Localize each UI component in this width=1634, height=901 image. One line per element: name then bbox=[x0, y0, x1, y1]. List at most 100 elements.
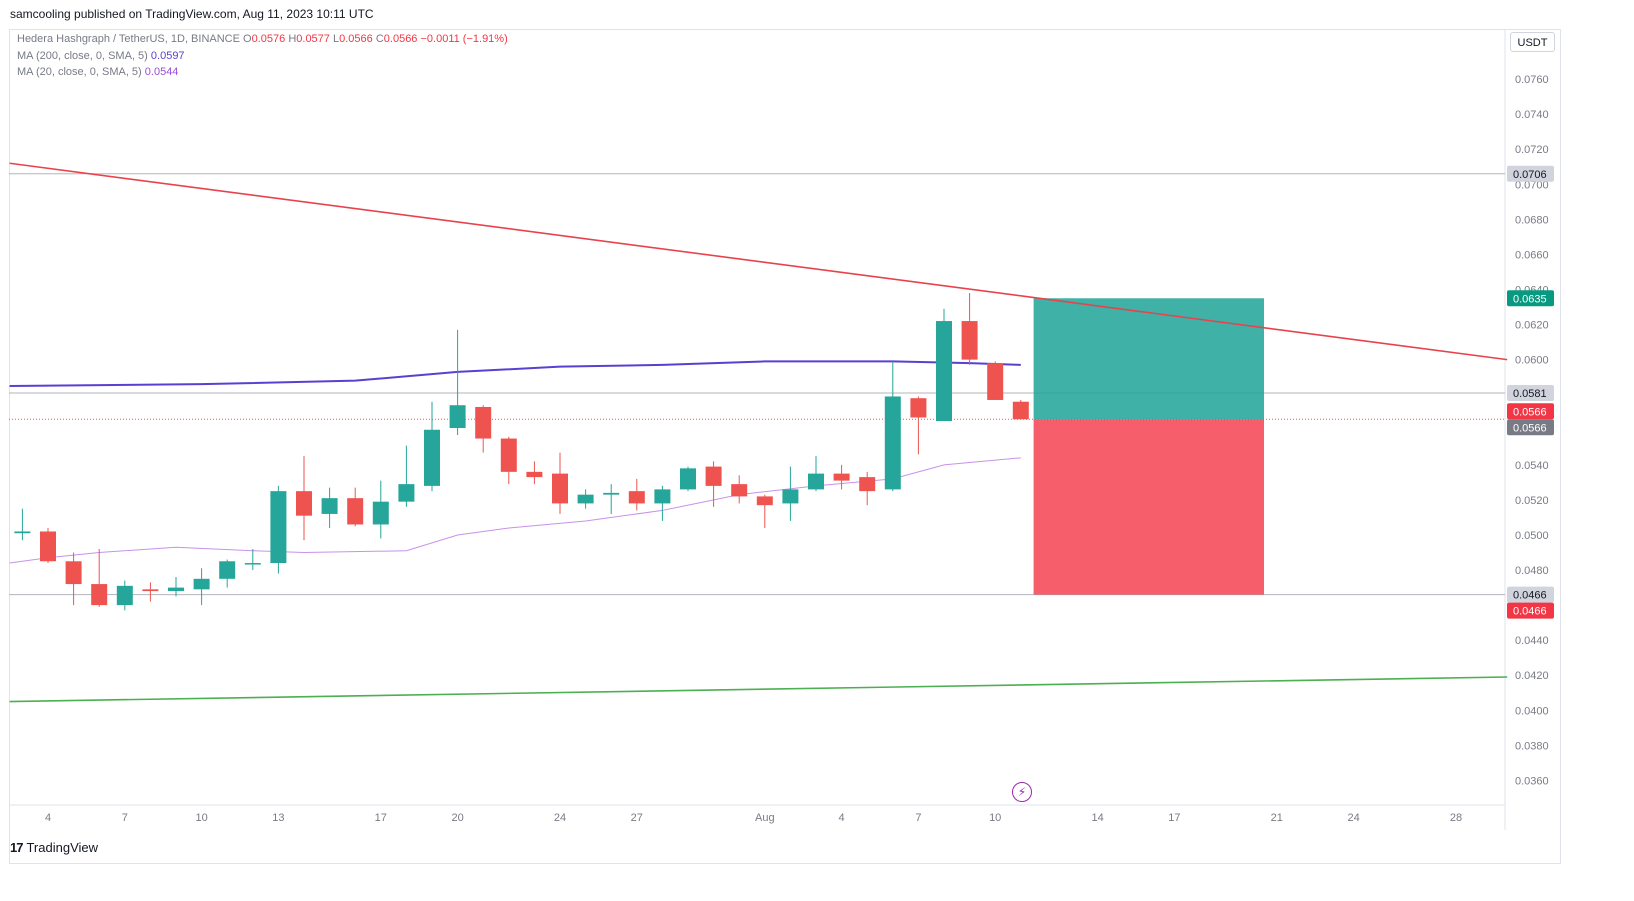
price-label: 0.0581 bbox=[1513, 388, 1547, 400]
price-label: 0.0466 bbox=[1513, 590, 1547, 602]
legend-high-value: 0.0577 bbox=[296, 33, 330, 45]
profit-zone bbox=[1033, 298, 1264, 420]
candle-body bbox=[270, 491, 287, 564]
candle-body bbox=[782, 489, 799, 504]
price-label-bg bbox=[1507, 403, 1554, 420]
y-tick-label: 0.0400 bbox=[1515, 705, 1549, 717]
candle-body bbox=[680, 468, 696, 490]
footer-brand[interactable]: 17 TradingView bbox=[10, 840, 98, 855]
price-label: 0.0635 bbox=[1513, 293, 1547, 305]
candle-body bbox=[859, 477, 876, 492]
publish-caption: samcooling published on TradingView.com,… bbox=[10, 7, 374, 21]
x-tick-label: 28 bbox=[1450, 812, 1462, 824]
x-tick-label: 4 bbox=[45, 812, 51, 824]
currency-button[interactable]: USDT bbox=[1510, 32, 1555, 52]
candle-body bbox=[808, 473, 824, 490]
legend-high-key: H bbox=[288, 33, 297, 45]
y-tick-label: 0.0660 bbox=[1515, 249, 1549, 261]
x-tick-label: 7 bbox=[915, 812, 921, 824]
legend-low-key: L bbox=[332, 33, 340, 45]
price-label: 0.0706 bbox=[1513, 169, 1547, 181]
x-tick-label: 17 bbox=[1168, 812, 1180, 824]
y-tick-label: 0.0620 bbox=[1515, 320, 1549, 332]
trendline-lower bbox=[9, 676, 1508, 703]
ma20-line bbox=[9, 457, 1021, 564]
y-tick-label: 0.0500 bbox=[1515, 530, 1549, 542]
x-tick-label: 20 bbox=[451, 812, 463, 824]
candle-body bbox=[65, 561, 82, 585]
candle-body bbox=[372, 501, 389, 525]
tradingview-logo-icon: 17 bbox=[10, 840, 24, 855]
legend-close-key: C bbox=[375, 33, 384, 45]
candle-body bbox=[244, 563, 261, 565]
x-tick-label: Aug bbox=[755, 812, 775, 824]
candle-body bbox=[142, 589, 159, 592]
candle-body bbox=[424, 429, 440, 486]
candle-body bbox=[961, 321, 978, 360]
price-label-bg bbox=[1507, 384, 1554, 401]
candle-body bbox=[500, 438, 517, 472]
x-tick-label: 14 bbox=[1091, 812, 1103, 824]
legend-ma200-value: 0.0597 bbox=[150, 50, 185, 62]
candle-body bbox=[1012, 401, 1029, 420]
candle-body bbox=[884, 396, 901, 490]
candle-body bbox=[987, 363, 1004, 400]
legend-open-value: 0.0576 bbox=[251, 33, 286, 45]
x-tick-label: 13 bbox=[272, 812, 284, 824]
y-tick-label: 0.0680 bbox=[1515, 214, 1549, 226]
x-tick-label: 21 bbox=[1271, 812, 1283, 824]
candle-body bbox=[833, 473, 850, 481]
candle-body bbox=[40, 531, 56, 562]
candle-body bbox=[475, 406, 492, 439]
price-label: 0.0566 bbox=[1513, 422, 1547, 434]
x-tick-label: 4 bbox=[839, 812, 845, 824]
y-tick-label: 0.0720 bbox=[1515, 144, 1549, 156]
candle-body bbox=[193, 578, 210, 590]
y-tick-label: 0.0600 bbox=[1515, 355, 1549, 367]
price-label-bg bbox=[1507, 602, 1554, 619]
x-tick-label: 24 bbox=[554, 812, 566, 824]
candle-body bbox=[577, 494, 594, 504]
x-tick-label: 10 bbox=[989, 812, 1001, 824]
price-label-bg bbox=[1507, 586, 1554, 603]
candle-body bbox=[296, 491, 312, 516]
ma200-line bbox=[9, 360, 1021, 387]
legend-low-value: 0.0566 bbox=[339, 33, 373, 45]
candle-body bbox=[526, 471, 543, 478]
y-tick-label: 0.0540 bbox=[1515, 460, 1549, 472]
price-label-bg bbox=[1507, 290, 1554, 307]
x-tick-label: 7 bbox=[122, 812, 128, 824]
legend-ma20-row[interactable]: MA (20, close, 0, SMA, 5) 0.0544 bbox=[17, 66, 178, 78]
y-tick-label: 0.0740 bbox=[1515, 109, 1549, 121]
candle-body bbox=[449, 405, 466, 429]
candle-body bbox=[321, 498, 338, 514]
footer-brand-label: TradingView bbox=[26, 840, 99, 855]
candle-body bbox=[14, 531, 31, 534]
candle-body bbox=[603, 492, 620, 495]
legend-ma200-label: MA (200, close, 0, SMA, 5) bbox=[17, 50, 148, 62]
legend-change-value: −0.0011 (−1.91%) bbox=[420, 33, 508, 45]
y-tick-label: 0.0700 bbox=[1515, 179, 1549, 191]
candle-body bbox=[705, 466, 722, 486]
legend-symbol: Hedera Hashgraph / TetherUS, 1D, BINANCE bbox=[17, 33, 240, 45]
y-tick-label: 0.0480 bbox=[1515, 565, 1549, 577]
y-tick-label: 0.0520 bbox=[1515, 495, 1549, 507]
candle-body bbox=[398, 484, 415, 502]
legend-ma20-value: 0.0544 bbox=[144, 66, 179, 78]
legend-ma200-row[interactable]: MA (200, close, 0, SMA, 5) 0.0597 bbox=[17, 50, 185, 62]
x-tick-label: 27 bbox=[631, 812, 643, 824]
candle-body bbox=[731, 484, 748, 497]
loss-zone bbox=[1033, 419, 1264, 595]
y-tick-label: 0.0760 bbox=[1515, 74, 1549, 86]
x-tick-label: 10 bbox=[195, 812, 207, 824]
price-label: 0.0566 bbox=[1513, 406, 1547, 418]
trendline-upper bbox=[9, 162, 1508, 361]
legend-close-value: 0.0566 bbox=[383, 33, 418, 45]
lightning-icon[interactable]: ⚡︎ bbox=[1012, 782, 1032, 802]
x-tick-label: 17 bbox=[375, 812, 387, 824]
legend-open-key: O bbox=[243, 33, 252, 45]
y-tick-label: 0.0420 bbox=[1515, 670, 1549, 682]
y-tick-label: 0.0360 bbox=[1515, 775, 1549, 787]
legend-ohlc-row[interactable]: Hedera Hashgraph / TetherUS, 1D, BINANCE… bbox=[17, 33, 508, 45]
